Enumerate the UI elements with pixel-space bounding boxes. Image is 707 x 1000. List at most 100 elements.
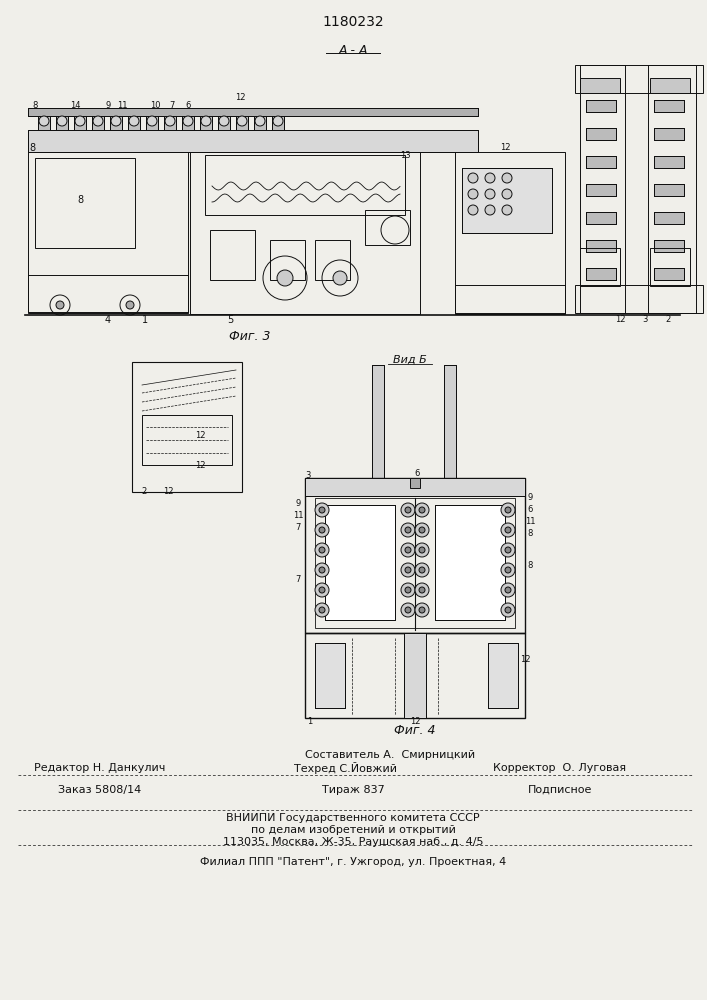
Text: Редактор Н. Данкулич: Редактор Н. Данкулич	[35, 763, 165, 773]
Circle shape	[419, 587, 425, 593]
Bar	[586, 268, 616, 280]
Circle shape	[401, 563, 415, 577]
Bar	[28, 108, 478, 116]
Text: Техред С.Йовжий: Техред С.Йовжий	[293, 762, 397, 774]
Bar	[654, 212, 684, 224]
Bar	[435, 505, 505, 620]
Bar	[654, 128, 684, 140]
Bar	[35, 158, 135, 248]
Circle shape	[401, 543, 415, 557]
Bar	[462, 168, 552, 233]
Text: ВНИИПИ Государственного комитета СССР: ВНИИПИ Государственного комитета СССР	[226, 813, 480, 823]
Circle shape	[405, 507, 411, 513]
Bar	[372, 365, 384, 480]
Text: 12: 12	[163, 488, 173, 496]
Text: 12: 12	[615, 316, 625, 324]
Bar	[164, 113, 176, 130]
Bar	[455, 285, 565, 313]
Circle shape	[201, 116, 211, 126]
Circle shape	[505, 567, 511, 573]
Bar	[210, 230, 255, 280]
Circle shape	[315, 523, 329, 537]
Text: 12: 12	[410, 718, 420, 726]
Circle shape	[505, 507, 511, 513]
Text: 12: 12	[194, 430, 205, 440]
Bar	[654, 268, 684, 280]
Circle shape	[419, 567, 425, 573]
Circle shape	[319, 507, 325, 513]
Bar	[74, 113, 86, 130]
Circle shape	[419, 507, 425, 513]
Text: 2: 2	[141, 488, 146, 496]
Bar	[272, 113, 284, 130]
Circle shape	[485, 205, 495, 215]
Bar	[218, 113, 230, 130]
Bar	[325, 505, 395, 620]
Text: 113035, Москва, Ж-35, Раушская наб., д. 4/5: 113035, Москва, Ж-35, Раушская наб., д. …	[223, 837, 484, 847]
Circle shape	[419, 527, 425, 533]
Text: Заказ 5808/14: Заказ 5808/14	[59, 785, 141, 795]
Bar	[586, 184, 616, 196]
Text: 8: 8	[33, 101, 37, 109]
Bar	[586, 268, 616, 280]
Text: 8: 8	[29, 143, 35, 153]
Circle shape	[319, 547, 325, 553]
Bar	[315, 643, 345, 708]
Bar	[305, 478, 525, 496]
Circle shape	[501, 503, 515, 517]
Circle shape	[319, 587, 325, 593]
Bar	[315, 498, 515, 628]
Circle shape	[501, 603, 515, 617]
Bar	[488, 643, 518, 708]
Bar	[404, 633, 426, 718]
Bar	[654, 184, 684, 196]
Bar	[190, 152, 420, 314]
Circle shape	[315, 583, 329, 597]
Text: по делам изобретений и открытий: по делам изобретений и открытий	[250, 825, 455, 835]
Bar	[586, 156, 616, 168]
Text: 9: 9	[105, 101, 110, 109]
Bar	[444, 365, 456, 480]
Bar	[146, 113, 158, 130]
Circle shape	[237, 116, 247, 126]
Circle shape	[273, 116, 283, 126]
Bar	[575, 285, 703, 313]
Circle shape	[183, 116, 193, 126]
Circle shape	[501, 523, 515, 537]
Bar	[650, 78, 690, 93]
Bar	[110, 113, 122, 130]
Circle shape	[502, 173, 512, 183]
Circle shape	[502, 205, 512, 215]
Bar	[270, 240, 305, 280]
Text: 10: 10	[150, 101, 160, 109]
Bar	[305, 478, 525, 633]
Bar	[28, 130, 478, 152]
Text: Фиг. 3: Фиг. 3	[229, 330, 271, 342]
Text: 14: 14	[70, 101, 81, 109]
Bar	[462, 168, 552, 233]
Circle shape	[468, 173, 478, 183]
Bar	[56, 113, 68, 130]
Circle shape	[401, 603, 415, 617]
Bar	[654, 240, 684, 252]
Bar	[128, 113, 140, 130]
Circle shape	[501, 543, 515, 557]
Circle shape	[111, 116, 121, 126]
Circle shape	[405, 527, 411, 533]
Text: 4: 4	[105, 315, 111, 325]
Text: 8: 8	[527, 530, 532, 538]
Text: 12: 12	[500, 143, 510, 152]
Bar	[236, 113, 248, 130]
Bar	[236, 113, 248, 130]
Bar	[128, 113, 140, 130]
Bar	[404, 633, 426, 718]
Circle shape	[315, 543, 329, 557]
Bar	[164, 113, 176, 130]
Circle shape	[501, 583, 515, 597]
Text: 3: 3	[643, 316, 648, 324]
Circle shape	[319, 607, 325, 613]
Circle shape	[39, 116, 49, 126]
Bar	[586, 128, 616, 140]
Circle shape	[415, 523, 429, 537]
Bar	[654, 184, 684, 196]
